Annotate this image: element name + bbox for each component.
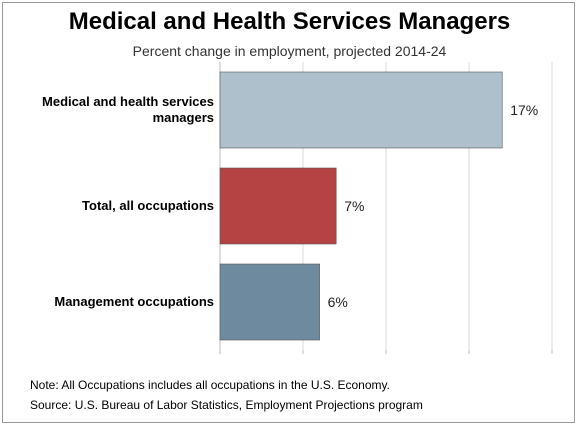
bar (219, 263, 320, 341)
data-label: 6% (328, 294, 348, 310)
category-label: Management occupations (54, 294, 214, 309)
data-label: 17% (510, 102, 538, 118)
chart-title: Medical and Health Services Managers (68, 8, 511, 35)
category-label-line: Management occupations (54, 294, 214, 309)
category-label-line: Medical and health services (42, 94, 214, 109)
category-label: Total, all occupations (82, 198, 214, 213)
category-label-line: managers (153, 110, 214, 125)
footer-source: Source: U.S. Bureau of Labor Statistics,… (30, 398, 423, 412)
chart-subtitle: Percent change in employment, projected … (132, 43, 447, 59)
bar (219, 167, 337, 245)
data-label: 7% (344, 198, 364, 214)
bar (219, 71, 503, 149)
footer-note: Note: All Occupations includes all occup… (30, 378, 390, 392)
category-label: Medical and health services managers (42, 94, 214, 125)
category-label-line: Total, all occupations (82, 198, 214, 213)
chart-footer: Note: All Occupations includes all occup… (30, 375, 423, 415)
